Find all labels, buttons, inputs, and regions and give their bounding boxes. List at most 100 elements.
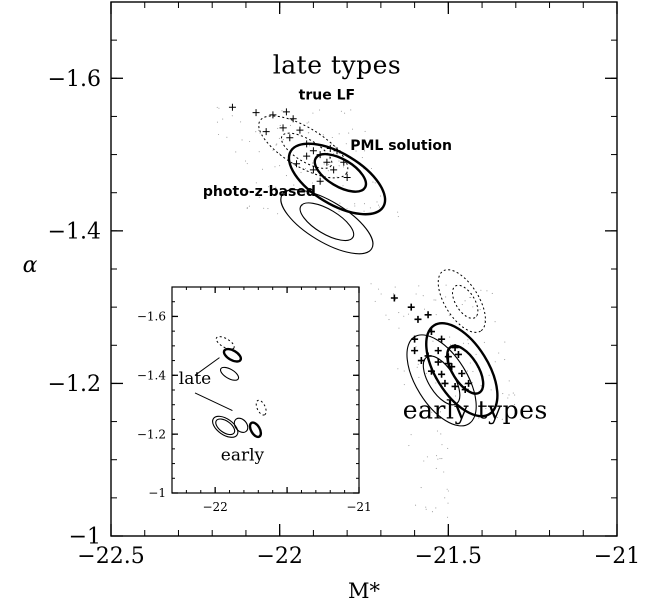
y-tick-label: −1.2 xyxy=(48,372,101,397)
background-point xyxy=(410,434,412,436)
background-point xyxy=(226,136,228,138)
early-type-point xyxy=(407,303,415,311)
background-point xyxy=(293,184,295,186)
early-type-point xyxy=(414,315,422,323)
background-point xyxy=(485,408,487,410)
background-point xyxy=(431,411,433,413)
early-type-point xyxy=(438,335,446,343)
background-point xyxy=(344,112,346,114)
inset-y-tick-label: −1.4 xyxy=(137,368,167,382)
inset-contour xyxy=(233,417,249,433)
background-point xyxy=(462,342,465,344)
background-point xyxy=(506,420,508,422)
background-point xyxy=(450,344,452,346)
late-type-point xyxy=(289,115,297,123)
background-point xyxy=(354,203,356,205)
background-point xyxy=(415,504,417,506)
background-point xyxy=(240,121,242,123)
x-tick-label: −22 xyxy=(256,544,302,569)
early-type-point xyxy=(461,386,469,394)
early-true-lf-contour xyxy=(437,269,486,333)
background-point xyxy=(446,516,449,518)
background-point xyxy=(447,502,449,504)
background-point xyxy=(339,202,341,204)
late-true-lf-contour xyxy=(258,115,349,179)
background-point xyxy=(423,308,426,310)
background-point xyxy=(415,346,417,348)
main-plot: −22.5 −22 −21.5 −21 −1 −1.2 −1.4 −1.6 late types… xyxy=(48,1,640,569)
early-type-point xyxy=(427,328,435,336)
background-point xyxy=(369,207,371,209)
early-type-point xyxy=(458,370,466,378)
late-pml-solution-contour xyxy=(313,152,368,193)
background-point xyxy=(331,136,333,139)
background-point xyxy=(393,293,395,295)
background-point xyxy=(448,314,450,316)
early-type-point xyxy=(465,379,473,387)
inset-contour xyxy=(219,366,240,381)
background-point xyxy=(425,372,427,374)
background-point xyxy=(246,207,248,209)
late-type-point xyxy=(262,128,270,136)
background-point xyxy=(512,392,514,394)
background-point xyxy=(235,151,237,153)
background-point xyxy=(397,368,399,370)
background-point xyxy=(398,312,400,314)
background-point xyxy=(354,205,356,207)
early-true-lf-contour xyxy=(452,284,479,319)
background-point xyxy=(435,507,437,509)
background-point xyxy=(469,362,471,364)
inset-x-tick-label: −22 xyxy=(202,500,227,514)
background-point xyxy=(268,186,270,188)
late-type-point xyxy=(293,160,301,168)
background-point xyxy=(261,168,264,170)
background-point xyxy=(379,195,382,197)
late-type-point xyxy=(303,152,311,160)
background-point xyxy=(231,115,233,117)
inset-contour xyxy=(248,421,263,439)
late-type-point xyxy=(333,147,341,155)
early-type-point xyxy=(390,294,398,302)
background-point xyxy=(436,430,439,432)
background-point xyxy=(435,382,437,384)
background-point xyxy=(372,181,374,183)
background-point xyxy=(439,411,441,413)
background-point xyxy=(447,490,449,492)
background-point xyxy=(338,165,340,167)
early-type-point xyxy=(451,382,459,390)
background-point xyxy=(483,341,485,343)
background-point xyxy=(363,203,366,205)
background-point xyxy=(395,298,397,300)
background-point xyxy=(417,363,419,365)
background-point xyxy=(403,370,405,372)
background-point xyxy=(446,488,448,490)
early-type-point xyxy=(427,367,435,375)
background-point xyxy=(490,389,492,391)
background-point xyxy=(433,299,435,301)
background-point xyxy=(216,121,219,123)
background-point xyxy=(312,112,314,114)
early-type-point xyxy=(424,352,432,360)
inset-contour xyxy=(222,347,243,363)
background-point xyxy=(338,152,340,154)
late-type-point xyxy=(269,111,277,119)
background-point xyxy=(246,163,248,165)
background-point xyxy=(279,124,281,127)
background-point xyxy=(425,506,427,508)
background-point xyxy=(251,191,253,193)
background-point xyxy=(408,444,410,447)
group-label: early types xyxy=(403,396,548,425)
background-point xyxy=(507,397,509,399)
background-point xyxy=(426,456,428,458)
background-point xyxy=(423,460,425,462)
background-point xyxy=(217,133,220,136)
background-point xyxy=(478,417,480,419)
late-type-point xyxy=(326,144,334,152)
background-point xyxy=(388,319,390,321)
background-point xyxy=(425,508,427,510)
background-point xyxy=(472,370,474,373)
background-point xyxy=(275,186,277,188)
background-point xyxy=(394,286,396,288)
background-point xyxy=(445,284,447,286)
